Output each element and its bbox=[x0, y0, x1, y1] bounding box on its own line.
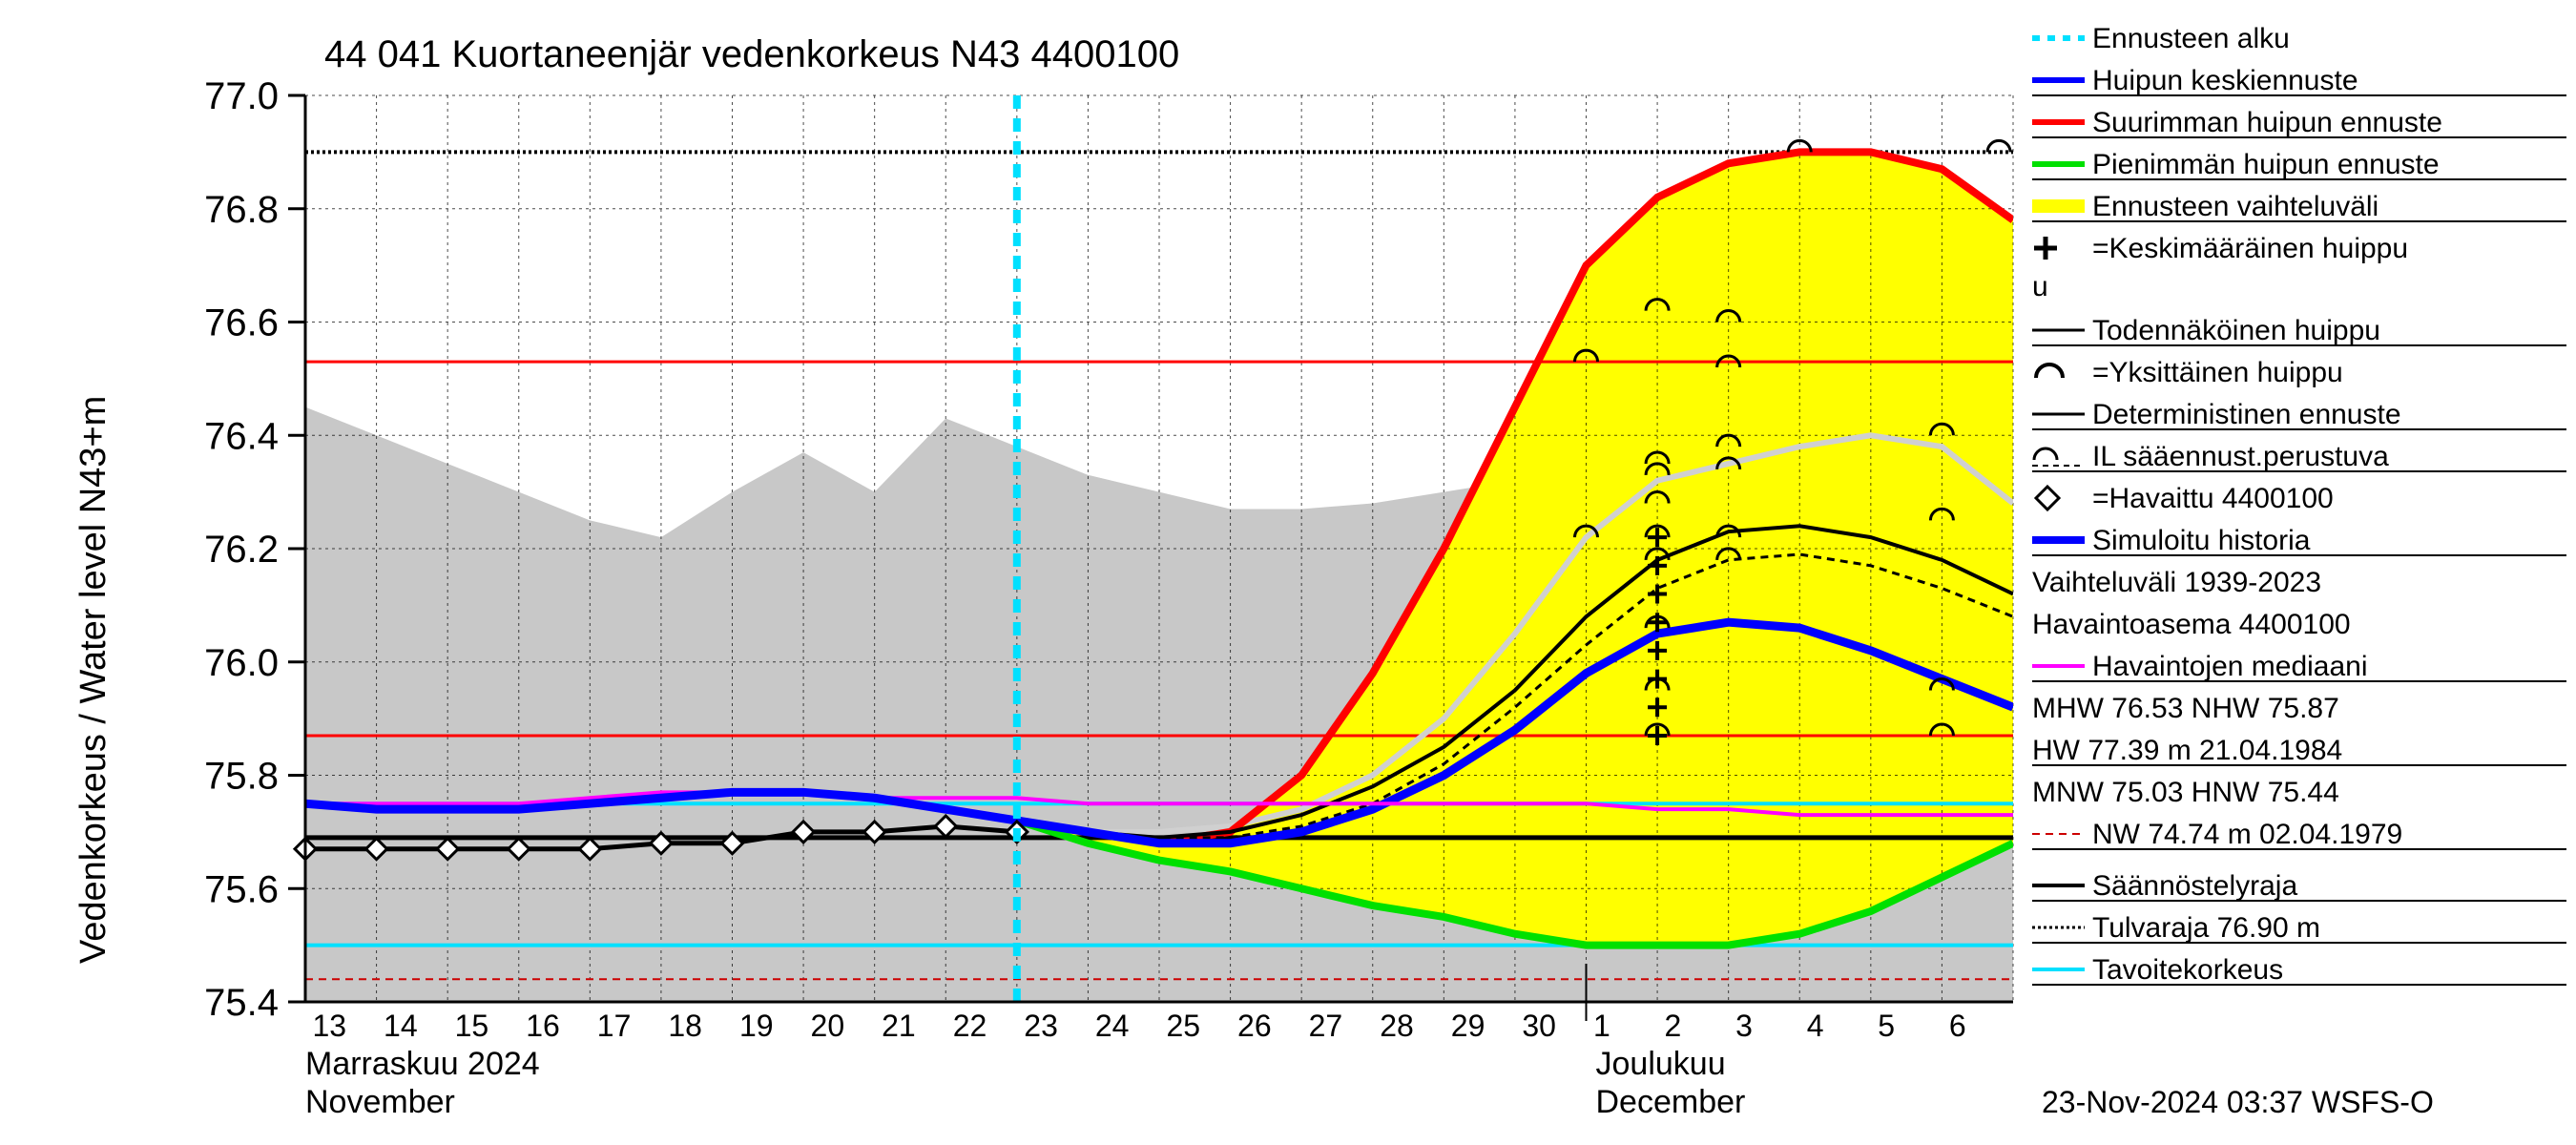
y-tick-label: 75.8 bbox=[204, 756, 279, 798]
legend-arc-icon bbox=[2036, 364, 2063, 378]
x-tick-label: 30 bbox=[1522, 1009, 1556, 1043]
x-tick-label: 24 bbox=[1095, 1009, 1130, 1043]
x-tick-label: 4 bbox=[1807, 1009, 1824, 1043]
y-tick-label: 76.4 bbox=[204, 415, 279, 457]
legend-arc-icon bbox=[2034, 448, 2057, 460]
x-tick-label: 27 bbox=[1309, 1009, 1343, 1043]
legend-label-wrap: u bbox=[2032, 271, 2048, 302]
month2-en: December bbox=[1596, 1084, 1746, 1120]
y-tick-label: 76.0 bbox=[204, 642, 279, 684]
legend-label: Vaihteluväli 1939-2023 bbox=[2032, 567, 2321, 598]
x-tick-label: 14 bbox=[384, 1009, 418, 1043]
y-axis-label: Vedenkorkeus / Water level N43+m bbox=[73, 396, 114, 964]
legend-label: =Yksittäinen huippu bbox=[2092, 357, 2343, 388]
x-tick-label: 15 bbox=[455, 1009, 489, 1043]
legend-label: Havaintojen mediaani bbox=[2092, 651, 2368, 682]
x-tick-label: 20 bbox=[811, 1009, 845, 1043]
x-tick-label: 2 bbox=[1665, 1009, 1682, 1043]
y-tick-label: 77.0 bbox=[204, 75, 279, 117]
y-tick-label: 75.4 bbox=[204, 982, 279, 1024]
legend-label: =Havaittu 4400100 bbox=[2092, 483, 2334, 514]
x-tick-label: 6 bbox=[1949, 1009, 1966, 1043]
x-tick-label: 18 bbox=[668, 1009, 702, 1043]
legend-label: Ennusteen alku bbox=[2092, 23, 2290, 54]
legend-label: Pienimmän huipun ennuste bbox=[2092, 149, 2440, 180]
x-tick-label: 16 bbox=[526, 1009, 560, 1043]
x-tick-label: 22 bbox=[953, 1009, 987, 1043]
month2-fi: Joulukuu bbox=[1596, 1046, 1726, 1082]
legend-label: Deterministinen ennuste bbox=[2092, 399, 2401, 430]
month1-en: November bbox=[305, 1084, 455, 1120]
chart-title: 44 041 Kuortaneenjär vedenkorkeus N43 44… bbox=[324, 33, 1179, 75]
legend-label: Säännöstelyraja bbox=[2092, 870, 2297, 902]
legend-label: NW 74.74 m 02.04.1979 bbox=[2092, 819, 2402, 850]
x-tick-label: 19 bbox=[739, 1009, 774, 1043]
legend-diamond-icon bbox=[2036, 487, 2059, 510]
x-tick-label: 13 bbox=[312, 1009, 346, 1043]
x-tick-label: 3 bbox=[1735, 1009, 1753, 1043]
legend-label: HW 77.39 m 21.04.1984 bbox=[2032, 735, 2342, 766]
legend-plus-icon bbox=[2034, 237, 2057, 260]
y-tick-label: 76.2 bbox=[204, 529, 279, 571]
y-tick-label: 76.8 bbox=[204, 189, 279, 231]
x-tick-label: 17 bbox=[597, 1009, 632, 1043]
legend-label: =Keskimääräinen huippu bbox=[2092, 233, 2408, 264]
legend-label: MNW 75.03 HNW 75.44 bbox=[2032, 777, 2339, 808]
x-tick-label: 29 bbox=[1451, 1009, 1485, 1043]
legend-label: Todennäköinen huippu bbox=[2092, 315, 2380, 346]
x-tick-label: 23 bbox=[1024, 1009, 1058, 1043]
x-tick-label: 5 bbox=[1878, 1009, 1895, 1043]
x-tick-label: 28 bbox=[1380, 1009, 1414, 1043]
legend-label: MHW 76.53 NHW 75.87 bbox=[2032, 693, 2339, 724]
chart-container: 75.475.675.876.076.276.476.676.877.01314… bbox=[0, 0, 2576, 1145]
timestamp-label: 23-Nov-2024 03:37 WSFS-O bbox=[2042, 1085, 2434, 1119]
legend-label: Ennusteen vaihteluväli bbox=[2092, 191, 2379, 222]
legend-label: Havaintoasema 4400100 bbox=[2032, 609, 2351, 640]
month1-fi: Marraskuu 2024 bbox=[305, 1046, 540, 1082]
y-tick-label: 76.6 bbox=[204, 302, 279, 344]
x-tick-label: 25 bbox=[1166, 1009, 1200, 1043]
legend-label: Huipun keskiennuste bbox=[2092, 65, 2358, 96]
chart-svg: 75.475.675.876.076.276.476.676.877.01314… bbox=[0, 0, 2576, 1145]
legend-label: Simuloitu historia bbox=[2092, 525, 2311, 556]
legend-label: Tavoitekorkeus bbox=[2092, 954, 2283, 986]
x-tick-label: 1 bbox=[1593, 1009, 1610, 1043]
y-tick-label: 75.6 bbox=[204, 868, 279, 910]
legend-label: Suurimman huipun ennuste bbox=[2092, 107, 2442, 138]
x-tick-label: 21 bbox=[882, 1009, 916, 1043]
legend-label: Tulvaraja 76.90 m bbox=[2092, 912, 2320, 944]
legend-label: IL sääennust.perustuva bbox=[2092, 441, 2389, 472]
x-tick-label: 26 bbox=[1237, 1009, 1272, 1043]
